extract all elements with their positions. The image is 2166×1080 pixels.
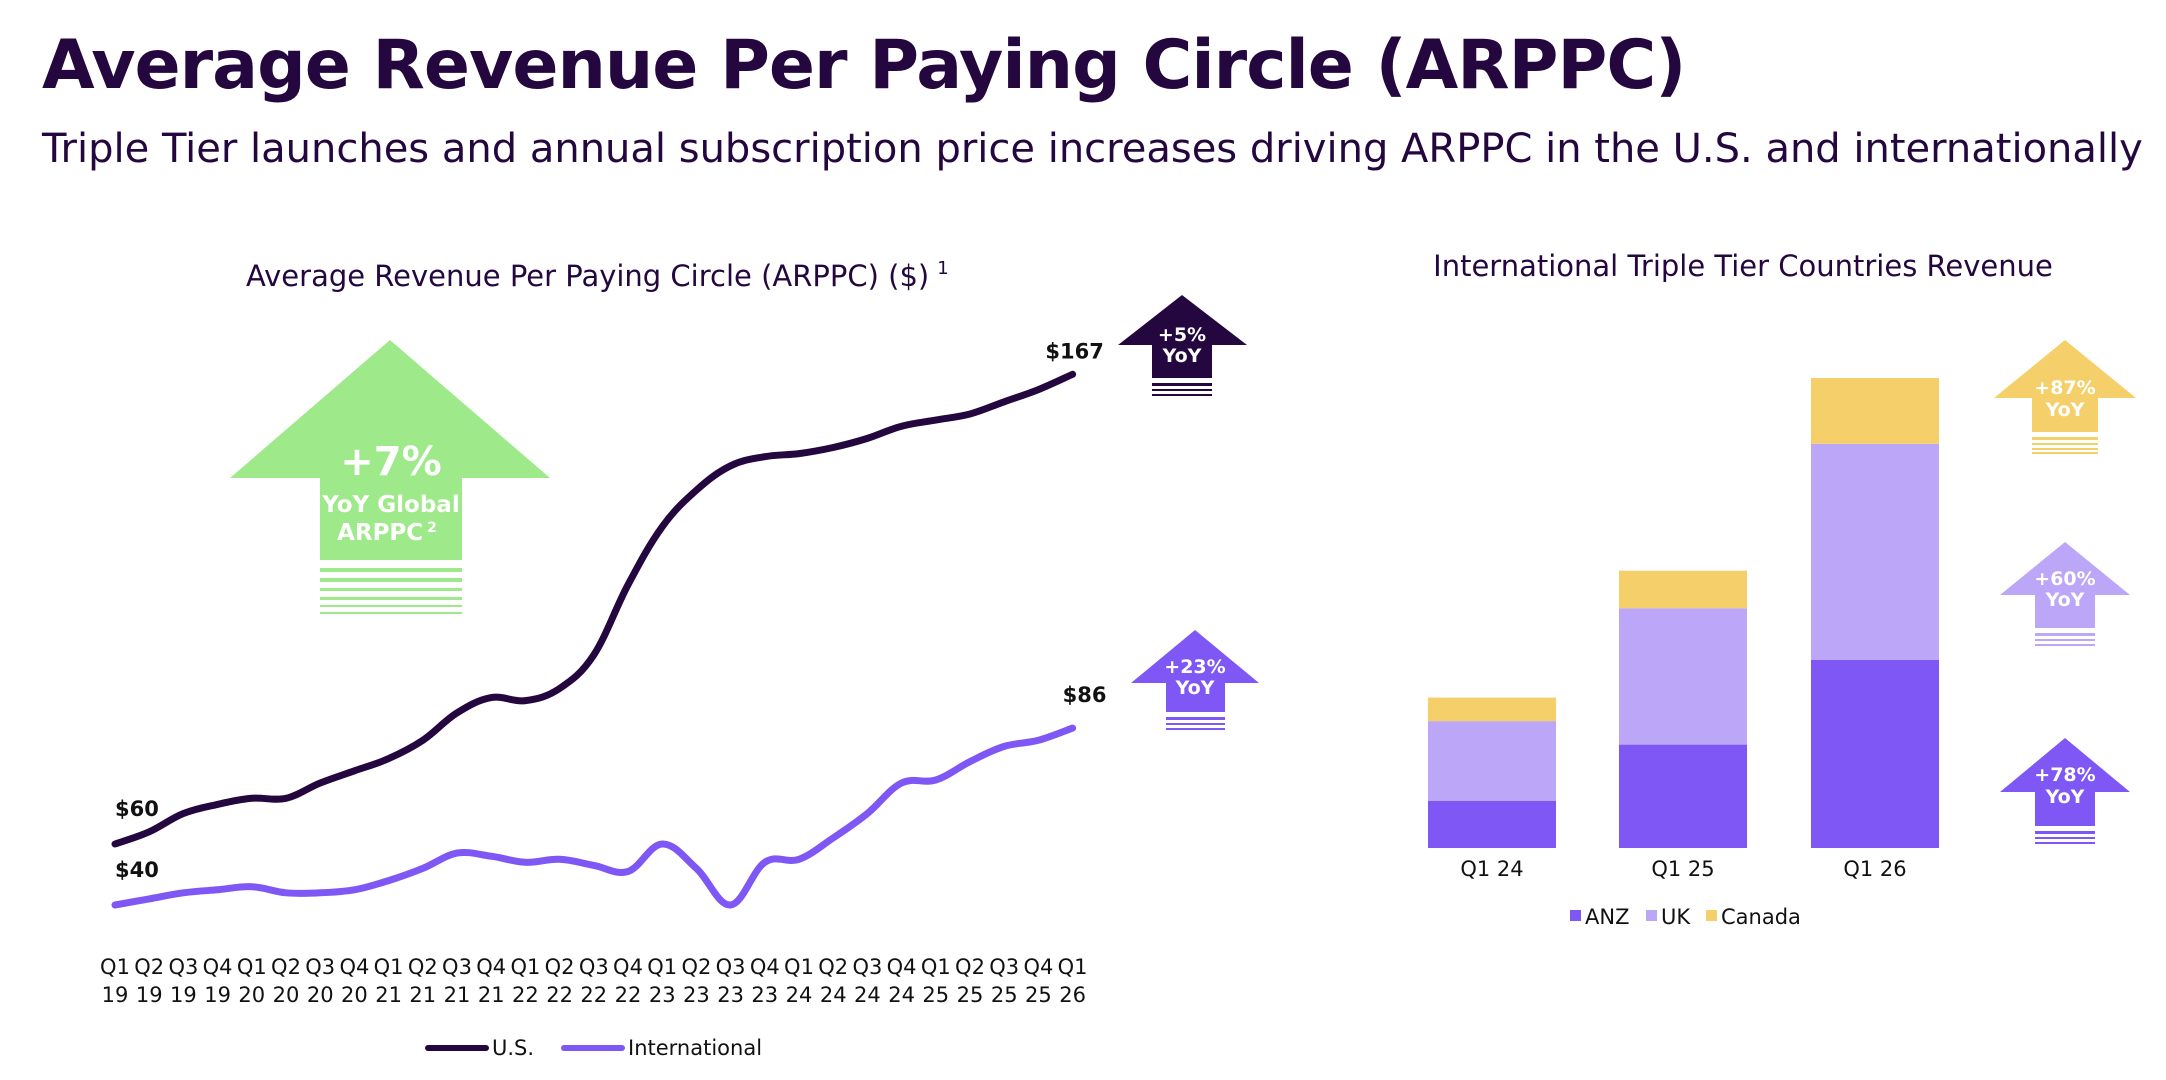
bar-segment-canada	[1811, 378, 1939, 444]
uk-yoy-label: YoY	[2045, 589, 2085, 611]
x-tick-label: Q2 23	[681, 955, 711, 1007]
x-tick-label: Q1 25	[921, 955, 951, 1007]
legend-label-us: U.S.	[492, 1036, 534, 1060]
callout-pct: +7%	[340, 439, 441, 485]
x-tick-label: Q3 21	[442, 955, 472, 1007]
x-tick-label: Q4 25	[1023, 955, 1053, 1007]
x-tick-label: Q3 22	[579, 955, 609, 1007]
page-title: Average Revenue Per Paying Circle (ARPPC…	[42, 26, 1686, 105]
x-tick-label: Q2 22	[545, 955, 575, 1007]
anz-yoy-label: YoY	[2045, 786, 2085, 808]
bar-segment-canada	[1619, 570, 1747, 609]
us-yoy-pct: +5%	[1158, 324, 1206, 346]
canada-yoy-label: YoY	[2045, 399, 2085, 421]
series-line-international	[111, 724, 1077, 909]
x-tick-label: Q2 20	[271, 955, 301, 1007]
x-tick-label: Q1 20	[237, 955, 267, 1007]
bar-category-label: Q1 26	[1843, 857, 1906, 881]
bar-segment-uk	[1811, 443, 1939, 660]
page-subtitle: Triple Tier launches and annual subscrip…	[42, 126, 2143, 172]
legend-label-uk: UK	[1661, 905, 1691, 929]
bar-segment-anz	[1619, 744, 1747, 848]
x-tick-label: Q4 22	[613, 955, 643, 1007]
global-arppc-callout: +7% YoY Global ARPPC 2	[230, 340, 550, 614]
bar-category-label: Q1 25	[1651, 857, 1714, 881]
x-tick-label: Q4 21	[476, 955, 506, 1007]
x-tick-label: Q4 23	[750, 955, 780, 1007]
x-tick-label: Q1 24	[784, 955, 814, 1007]
anz-yoy-pct: +78%	[2034, 764, 2095, 786]
x-tick-label: Q2 25	[955, 955, 985, 1007]
bar-chart-legend: ANZ UK Canada	[1570, 905, 1801, 929]
bar-segment-anz	[1428, 801, 1556, 848]
bar-segment-uk	[1619, 608, 1747, 745]
us-yoy-arrow: +5% YoY	[1118, 295, 1247, 396]
international-yoy-pct: +23%	[1164, 656, 1225, 678]
canada-yoy-pct: +87%	[2034, 377, 2095, 399]
x-tick-label: Q3 19	[168, 955, 198, 1007]
bar-category-label: Q1 24	[1460, 857, 1523, 881]
bar-segment-anz	[1811, 660, 1939, 848]
line-chart-legend: U.S. International	[425, 1036, 762, 1060]
bar-chart-title: International Triple Tier Countries Reve…	[1433, 249, 2053, 283]
x-tick-label: Q2 19	[134, 955, 164, 1007]
x-tick-label: Q4 24	[887, 955, 917, 1007]
stacked-bars	[1428, 378, 1939, 848]
us-last-value-label: $167	[1045, 339, 1103, 363]
uk-yoy-pct: +60%	[2034, 568, 2095, 590]
series-line-us	[111, 370, 1077, 848]
x-tick-label: Q2 21	[408, 955, 438, 1007]
callout-line1: YoY Global	[321, 492, 459, 518]
legend-swatch-anz	[1570, 910, 1581, 921]
x-tick-label: Q1 19	[100, 955, 130, 1007]
line-chart-title: Average Revenue Per Paying Circle (ARPPC…	[246, 258, 949, 293]
x-tick-label: Q3 25	[989, 955, 1019, 1007]
bar-segment-canada	[1428, 697, 1556, 722]
bar-category-labels: Q1 24 Q1 25 Q1 26	[1460, 857, 1906, 881]
x-tick-label: Q1 23	[647, 955, 677, 1007]
legend-label-canada: Canada	[1721, 905, 1801, 929]
x-tick-label: Q3 20	[305, 955, 335, 1007]
x-tick-label: Q1 26	[1058, 955, 1088, 1007]
canada-yoy-arrow: +87% YoY	[1994, 340, 2136, 454]
x-tick-label: Q2 24	[818, 955, 848, 1007]
x-tick-label: Q3 24	[852, 955, 882, 1007]
international-yoy-arrow: +23% YoY	[1131, 630, 1259, 730]
bar-segment-uk	[1428, 721, 1556, 801]
x-tick-label: Q1 22	[510, 955, 540, 1007]
x-tick-label: Q4 19	[203, 955, 233, 1007]
us-first-value-label: $60	[115, 797, 159, 821]
legend-label-international: International	[628, 1036, 762, 1060]
legend-swatch-uk	[1646, 910, 1657, 921]
international-yoy-label: YoY	[1175, 677, 1215, 699]
x-tick-label: Q4 20	[339, 955, 369, 1007]
us-yoy-label: YoY	[1162, 345, 1202, 367]
legend-label-anz: ANZ	[1585, 905, 1629, 929]
legend-swatch-canada	[1706, 910, 1717, 921]
x-tick-label: Q3 23	[716, 955, 746, 1007]
anz-yoy-arrow: +78% YoY	[2000, 738, 2130, 844]
international-last-value-label: $86	[1063, 683, 1107, 707]
x-tick-label: Q1 21	[374, 955, 404, 1007]
uk-yoy-arrow: +60% YoY	[2000, 542, 2130, 646]
callout-line2: ARPPC 2	[337, 520, 437, 546]
international-first-value-label: $40	[115, 858, 159, 882]
